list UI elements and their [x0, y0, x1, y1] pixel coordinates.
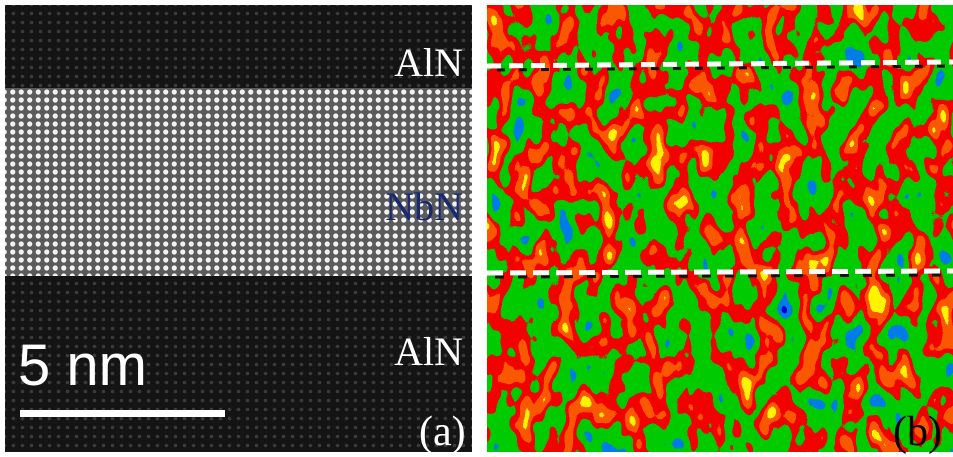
- panel-label: (b): [893, 409, 942, 455]
- scale-bar-label: 5 nm: [18, 333, 147, 398]
- layer-label: NbN: [385, 184, 463, 229]
- nbn-layer: [5, 88, 472, 276]
- interface-line: [487, 271, 953, 273]
- panel-label: (a): [419, 409, 466, 455]
- layer-label: AlN: [394, 329, 463, 374]
- scale-bar: [20, 410, 225, 417]
- strain-map: [487, 5, 953, 452]
- panel-a: AlN NbN AlN 5 nm (a): [5, 5, 472, 455]
- layer-label: AlN: [394, 40, 463, 85]
- panel-b: (b): [487, 5, 953, 455]
- figure: AlN NbN AlN 5 nm (a) (b): [0, 0, 953, 457]
